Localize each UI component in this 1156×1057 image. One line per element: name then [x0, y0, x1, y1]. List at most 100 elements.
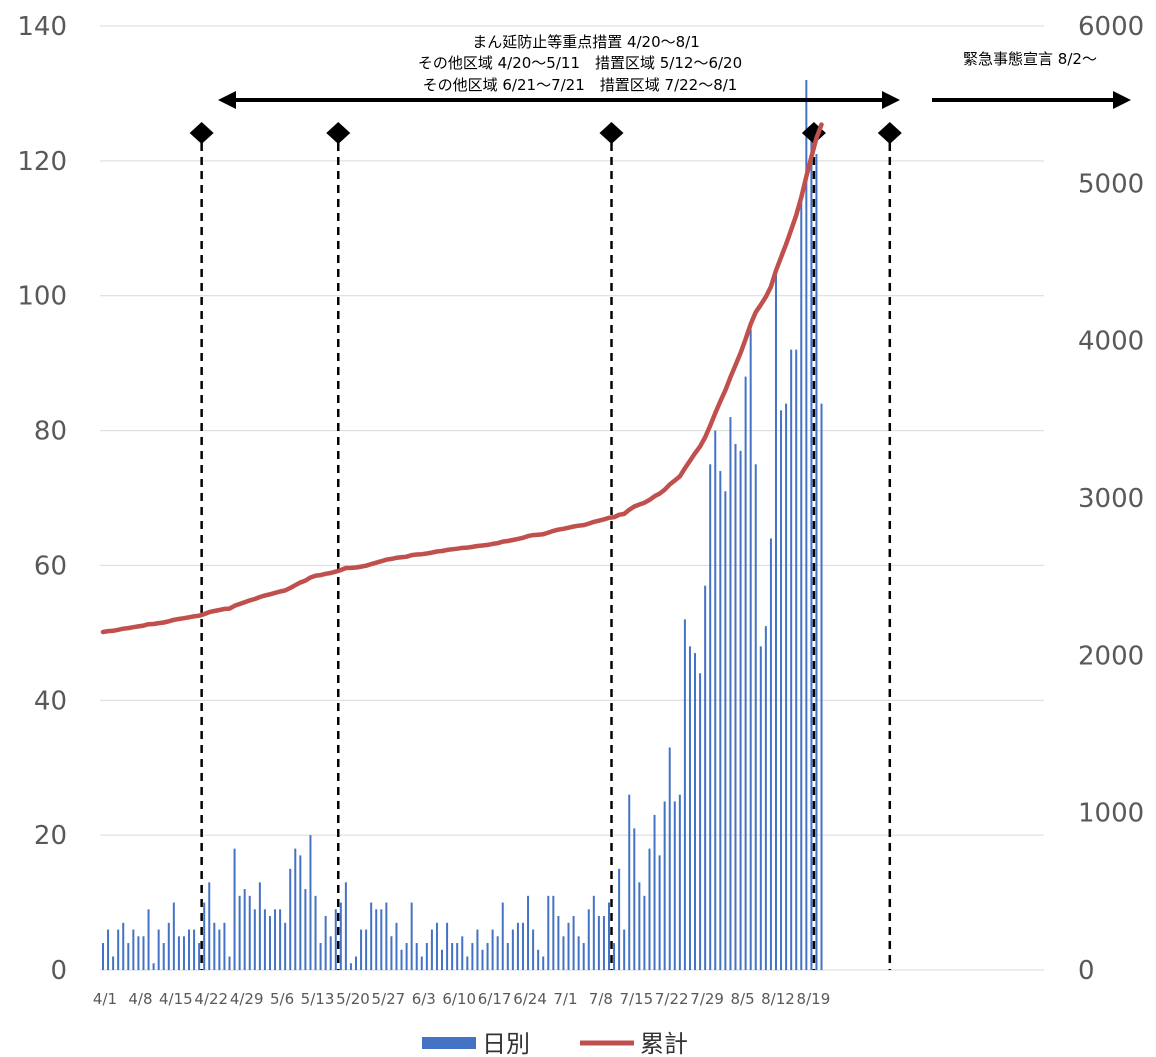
- bar: [709, 464, 712, 970]
- bar: [663, 801, 666, 970]
- bar: [410, 902, 413, 970]
- bar: [719, 471, 722, 970]
- bar: [268, 916, 271, 970]
- x-tick-label: 7/22: [655, 990, 689, 1008]
- bar: [618, 868, 621, 970]
- x-tick-label: 5/6: [270, 990, 294, 1008]
- bar: [405, 943, 408, 970]
- legend: 日別 累計: [422, 1030, 688, 1057]
- bar: [349, 963, 352, 970]
- bar: [370, 902, 373, 970]
- bar: [314, 895, 317, 970]
- annotation-emergency: 緊急事態宣言 8/2～: [963, 50, 1097, 68]
- x-tick-label: 6/24: [513, 990, 547, 1008]
- y-axis-right-ticks: 0 1000 2000 3000 4000 5000 6000: [1078, 12, 1144, 986]
- bar: [248, 895, 251, 970]
- y-axis-left-ticks: 0 20 40 60 80 100 120 140: [17, 12, 67, 986]
- annotation-line1: まん延防止等重点措置 4/20～8/1: [472, 33, 700, 51]
- y-tick-label: 120: [17, 147, 67, 177]
- bar: [279, 909, 282, 970]
- bar: [243, 889, 246, 970]
- bar: [147, 909, 150, 970]
- bar: [172, 902, 175, 970]
- bar: [582, 943, 585, 970]
- bar: [274, 909, 277, 970]
- bar: [177, 936, 180, 970]
- bar: [339, 902, 342, 970]
- y2-tick-label: 0: [1078, 956, 1095, 986]
- x-tick-label: 6/3: [412, 990, 436, 1008]
- bar: [198, 943, 201, 970]
- bar: [395, 922, 398, 970]
- diamond-marker: [189, 122, 214, 144]
- bar: [567, 922, 570, 970]
- bar: [491, 929, 494, 970]
- bar: [344, 882, 347, 970]
- bar: [203, 902, 206, 970]
- bar: [587, 909, 590, 970]
- period-markers: [189, 122, 902, 970]
- x-tick-label: 7/29: [690, 990, 724, 1008]
- x-tick-label: 5/20: [336, 990, 370, 1008]
- bar: [547, 895, 550, 970]
- bar: [673, 801, 676, 970]
- x-axis-ticks: 4/1 4/8 4/15 4/22 4/29 5/6 5/13 5/20 5/27 6/3 6/10…: [93, 990, 830, 1008]
- bar: [511, 929, 514, 970]
- bar: [238, 895, 241, 970]
- bar: [795, 349, 798, 971]
- bar: [157, 929, 160, 970]
- x-tick-label: 6/10: [442, 990, 476, 1008]
- bar: [117, 929, 120, 970]
- bar: [441, 949, 444, 970]
- bar: [456, 943, 459, 970]
- bar: [420, 956, 423, 970]
- x-tick-label: 8/5: [730, 990, 754, 1008]
- bar: [375, 909, 378, 970]
- annotation-line3: その他区域 6/21～7/21 措置区域 7/22～8/1: [423, 76, 738, 94]
- bar: [694, 653, 697, 970]
- bar: [193, 929, 196, 970]
- x-tick-label: 4/8: [128, 990, 152, 1008]
- period-arrow-main: [218, 91, 900, 109]
- bar: [102, 943, 104, 970]
- bar: [304, 889, 307, 970]
- bar: [754, 464, 757, 970]
- y2-tick-label: 5000: [1078, 169, 1144, 199]
- bar: [633, 828, 636, 970]
- x-tick-label: 4/15: [159, 990, 193, 1008]
- bar: [112, 956, 115, 970]
- bar: [668, 747, 671, 970]
- bar: [471, 943, 474, 970]
- bar: [608, 902, 610, 970]
- period-arrow-emergency: [932, 91, 1131, 109]
- bar: [623, 929, 626, 970]
- bar: [324, 916, 327, 970]
- bar: [167, 922, 170, 970]
- bar: [739, 450, 742, 970]
- bar: [774, 275, 777, 970]
- bar: [299, 855, 302, 970]
- y-tick-label: 20: [34, 821, 67, 851]
- bar: [132, 929, 135, 970]
- y-tick-label: 140: [17, 12, 67, 42]
- bar: [734, 444, 737, 970]
- bar: [820, 403, 823, 971]
- daily-bars: [102, 79, 823, 971]
- bar: [430, 929, 433, 970]
- y2-tick-label: 2000: [1078, 641, 1144, 671]
- bar: [182, 936, 185, 970]
- bar: [597, 916, 600, 970]
- bar: [805, 79, 808, 970]
- y2-tick-label: 1000: [1078, 799, 1144, 829]
- bar: [648, 848, 651, 970]
- x-tick-label: 6/17: [478, 990, 512, 1008]
- bar: [764, 626, 767, 970]
- x-tick-label: 7/15: [619, 990, 653, 1008]
- bar: [284, 922, 287, 970]
- annotation-line2: その他区域 4/20～5/11 措置区域 5/12～6/20: [418, 54, 742, 72]
- bar: [658, 855, 661, 970]
- cumulative-line: [100, 122, 824, 635]
- bar: [496, 936, 499, 970]
- bar: [355, 956, 357, 970]
